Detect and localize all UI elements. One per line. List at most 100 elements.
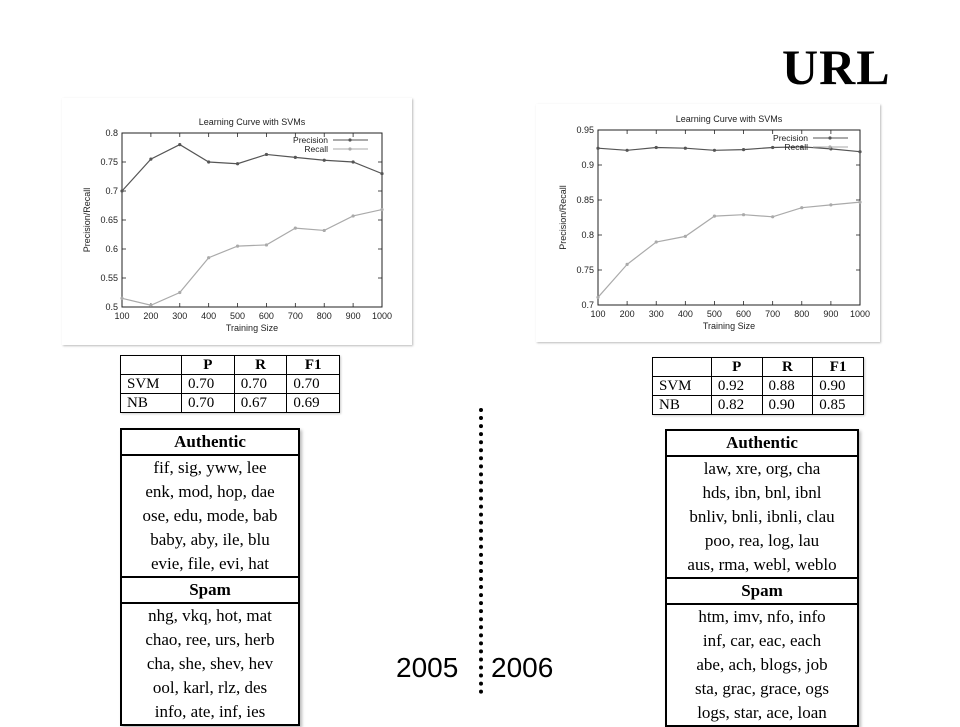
metrics-table-2005: P R F1 SVM 0.70 0.70 0.70 NB 0.70 0.67 0… bbox=[119, 355, 340, 413]
y-tick-label: 0.85 bbox=[576, 195, 594, 205]
x-tick-label: 100 bbox=[114, 311, 129, 321]
list-item: evie, file, evi, hat bbox=[150, 554, 269, 573]
table-cell: 0.85 bbox=[812, 395, 864, 415]
table-cell: 0.70 bbox=[286, 374, 340, 394]
table-cell: SVM bbox=[652, 376, 712, 396]
y-tick-label: 0.8 bbox=[105, 128, 118, 138]
data-point-recall bbox=[178, 290, 182, 295]
x-axis-label: Training Size bbox=[226, 323, 278, 333]
table-cell: 0.70 bbox=[233, 374, 288, 394]
x-tick-label: 1000 bbox=[372, 311, 392, 321]
data-point-recall bbox=[207, 256, 211, 260]
legend-label: Precision bbox=[773, 133, 808, 143]
y-axis-label: Precision/Recall bbox=[558, 185, 568, 250]
x-tick-label: 300 bbox=[172, 311, 187, 321]
data-point-precision bbox=[741, 148, 746, 152]
data-point-recall bbox=[654, 240, 658, 244]
table-cell: 0.69 bbox=[286, 393, 340, 413]
x-axis-label: Training Size bbox=[703, 321, 755, 331]
plot-frame bbox=[597, 129, 861, 306]
y-tick-label: 0.65 bbox=[100, 215, 118, 225]
data-point-precision bbox=[120, 189, 124, 193]
table-cell: SVM bbox=[119, 374, 183, 394]
list-item: poo, rea, log, lau bbox=[704, 531, 820, 550]
data-point-precision bbox=[264, 152, 269, 157]
legend-label: Recall bbox=[304, 144, 328, 154]
y-tick-label: 0.95 bbox=[576, 125, 594, 135]
y-tick-label: 0.9 bbox=[581, 160, 594, 170]
x-tick-label: 200 bbox=[620, 309, 635, 319]
table-cell: 0.67 bbox=[233, 393, 288, 413]
data-point-precision bbox=[207, 160, 211, 164]
metrics-table-2006: P R F1 SVM 0.92 0.88 0.90 NB 0.82 0.90 0… bbox=[652, 357, 864, 415]
data-point-recall bbox=[596, 295, 600, 299]
list-item: inf, car, eac, each bbox=[702, 631, 822, 650]
authentic-header: Authentic bbox=[667, 431, 857, 457]
data-point-precision bbox=[149, 157, 153, 161]
data-point-recall bbox=[858, 200, 862, 204]
list-item: info, ate, inf, ies bbox=[154, 702, 266, 721]
list-item: sta, grac, grace, ogs bbox=[694, 679, 830, 698]
list-item: htm, imv, nfo, info bbox=[698, 607, 826, 626]
list-item: nhg, vkq, hot, mat bbox=[148, 606, 272, 625]
x-tick-label: 800 bbox=[794, 309, 809, 319]
y-tick-label: 0.7 bbox=[581, 300, 594, 310]
metrics-header-cell: F1 bbox=[286, 355, 340, 375]
list-item: abe, ach, blogs, job bbox=[696, 655, 828, 674]
legend-marker bbox=[828, 145, 832, 149]
legend-marker bbox=[348, 138, 352, 142]
year-label-2006: 2006 bbox=[491, 652, 554, 683]
metrics-header-row: P R F1 bbox=[652, 357, 864, 377]
data-point-precision bbox=[800, 145, 804, 149]
list-item: cha, she, shev, hev bbox=[146, 654, 274, 673]
data-point-precision bbox=[712, 148, 717, 152]
data-point-recall bbox=[149, 303, 153, 307]
data-point-recall bbox=[683, 234, 687, 238]
authentic-header: Authentic bbox=[122, 430, 298, 456]
legend-marker bbox=[348, 147, 352, 151]
x-tick-label: 700 bbox=[288, 311, 303, 321]
series-line-precision bbox=[121, 143, 383, 192]
page-title: URL bbox=[782, 39, 891, 95]
data-point-precision bbox=[351, 160, 355, 164]
table-row: SVM 0.92 0.88 0.90 bbox=[652, 376, 864, 396]
data-point-precision bbox=[322, 158, 326, 162]
x-tick-label: 200 bbox=[143, 311, 158, 321]
data-point-precision bbox=[178, 143, 182, 147]
data-point-precision bbox=[771, 145, 775, 150]
data-point-recall bbox=[380, 207, 384, 212]
data-point-recall bbox=[800, 206, 804, 210]
data-point-precision bbox=[596, 146, 600, 150]
chart-2005: Learning Curve with SVMs 0.5 0.55 0.6 0.65 0.… bbox=[62, 98, 412, 345]
data-point-recall bbox=[771, 215, 775, 219]
data-point-precision bbox=[293, 155, 297, 159]
table-cell: NB bbox=[652, 395, 712, 415]
y-tick-label: 0.75 bbox=[576, 265, 594, 275]
y-tick-label: 0.7 bbox=[105, 186, 118, 196]
data-point-recall bbox=[829, 203, 833, 207]
metrics-header-cell: R bbox=[233, 355, 288, 375]
year-label-2005: 2005 bbox=[396, 652, 459, 683]
x-tick-label: 400 bbox=[678, 309, 693, 319]
list-item: enk, mod, hop, dae bbox=[145, 482, 275, 501]
x-tick-label: 600 bbox=[259, 311, 274, 321]
data-point-precision bbox=[858, 150, 862, 154]
x-tick-label: 900 bbox=[346, 311, 361, 321]
list-item: ool, karl, rlz, des bbox=[152, 678, 268, 697]
list-item: chao, ree, urs, herb bbox=[145, 630, 275, 649]
x-tick-label: 100 bbox=[590, 309, 605, 319]
x-tick-label: 800 bbox=[317, 311, 332, 321]
x-tick-label: 500 bbox=[707, 309, 722, 319]
x-tick-label: 400 bbox=[201, 311, 216, 321]
data-point-recall bbox=[293, 226, 297, 230]
data-point-precision bbox=[625, 148, 629, 152]
x-tick-label: 1000 bbox=[850, 309, 870, 319]
table-cell: 0.90 bbox=[812, 376, 864, 396]
data-point-recall bbox=[120, 296, 124, 300]
table-cell: 0.82 bbox=[710, 395, 763, 415]
list-item: aus, rma, webl, weblo bbox=[687, 555, 837, 574]
data-point-recall bbox=[625, 262, 629, 266]
word-table-2006: Authentic law, xre, org, cha hds, ibn, b… bbox=[665, 429, 859, 727]
metrics-header-cell bbox=[652, 357, 712, 377]
metrics-header-cell: P bbox=[181, 355, 235, 375]
